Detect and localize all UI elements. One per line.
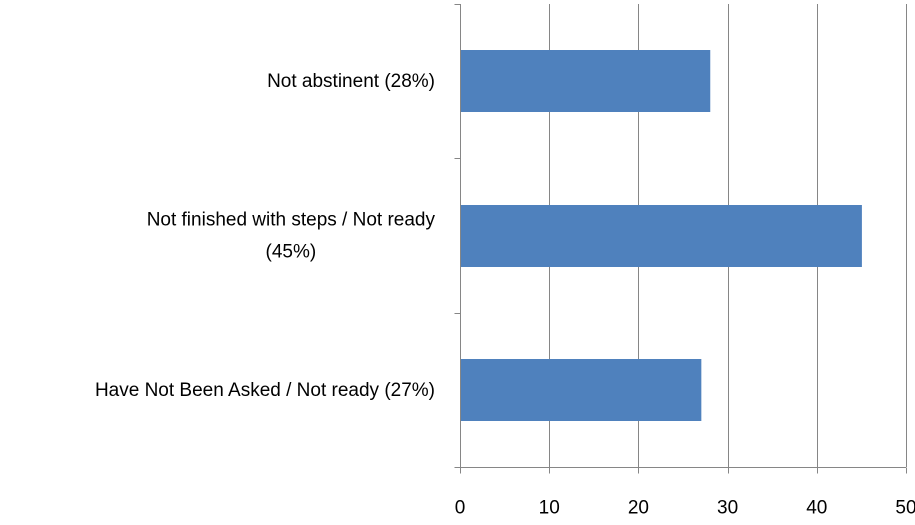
x-tick-label-0: 0: [455, 498, 466, 519]
category-label-line: Not abstinent (28%): [267, 71, 435, 92]
x-tick-label-50: 50: [895, 498, 915, 519]
tick-labels: 0 10 20 30 40 50: [455, 498, 915, 519]
bar-0: [460, 50, 711, 112]
category-label-2: Have Not Been Asked / Not ready (27%): [95, 379, 435, 400]
bars: [460, 50, 862, 421]
category-labels: Not abstinent (28%) Not finished with ste…: [95, 71, 436, 401]
x-tick-label-30: 30: [717, 498, 738, 519]
x-tick-label-20: 20: [628, 498, 649, 519]
bar-2: [460, 359, 702, 421]
x-tick-label-10: 10: [539, 498, 560, 519]
category-label-line: Not finished with steps / Not ready: [147, 209, 436, 230]
bar-1: [460, 205, 862, 267]
category-label-line: Have Not Been Asked / Not ready (27%): [95, 379, 435, 400]
axes: [454, 4, 907, 474]
x-tick-label-40: 40: [806, 498, 827, 519]
category-label-line: (45%): [266, 241, 317, 262]
category-label-0: Not abstinent (28%): [267, 71, 435, 92]
category-label-1: Not finished with steps / Not ready (45%): [147, 209, 436, 262]
